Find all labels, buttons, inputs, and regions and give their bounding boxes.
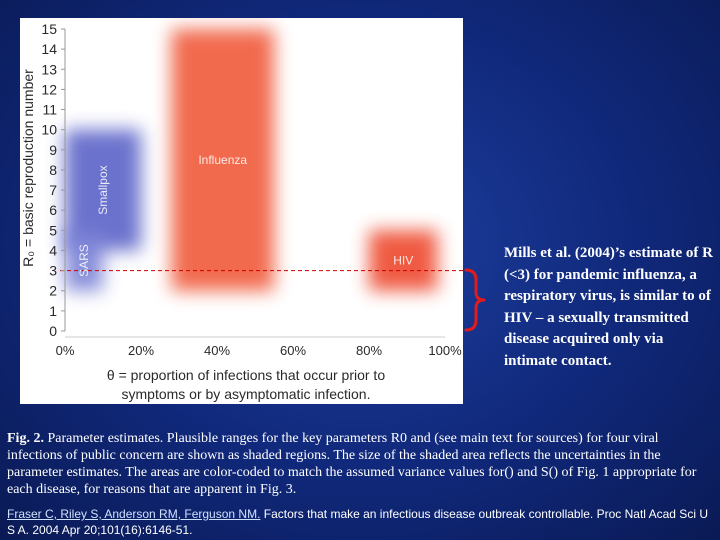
y-tick-label: 7 xyxy=(49,182,57,198)
chart-panel: 0 1 2 3 4 5 6 7 8 9 10 11 12 13 14 15 0% 20% 40% 60% 80% 100%… xyxy=(20,18,463,404)
x-tick-label: 60% xyxy=(280,343,306,358)
figure-caption: Fig. 2. Parameter estimates. Plausible r… xyxy=(7,430,715,498)
x-tick-label: 20% xyxy=(128,343,154,358)
y-tick-label: 11 xyxy=(42,102,57,118)
citation-text: Factors that make an infectious disease … xyxy=(7,507,708,537)
region-hiv xyxy=(369,230,438,291)
region-label-smallpox: Smallpox xyxy=(96,165,110,214)
x-axis-label-line1: θ = proportion of infections that occur … xyxy=(107,367,385,383)
y-tick-label: 1 xyxy=(49,303,57,319)
region-influenza xyxy=(171,29,274,291)
y-tick-label: 5 xyxy=(49,222,57,238)
region-label-influenza: Influenza xyxy=(198,153,247,167)
region-labels-layer: Smallpox SARS Influenza HIV xyxy=(77,153,413,277)
x-axis-label-line2: symptoms or by asymptomatic infection. xyxy=(122,386,371,402)
x-tick-label: 0% xyxy=(56,343,75,358)
y-tick-label: 14 xyxy=(41,41,57,57)
region-label-hiv: HIV xyxy=(393,254,413,268)
caption-fig-label: Fig. 2. xyxy=(7,431,44,446)
x-tick-label: 100% xyxy=(428,343,462,358)
y-tick-label: 15 xyxy=(41,21,57,37)
x-tick-label: 80% xyxy=(356,343,382,358)
region-sars xyxy=(65,230,103,291)
y-tick-label: 3 xyxy=(49,263,57,279)
brace-icon xyxy=(464,268,486,332)
y-tick-label: 6 xyxy=(49,202,57,218)
y-tick-label: 4 xyxy=(49,242,57,258)
y-tick-label: 9 xyxy=(49,142,57,158)
x-tick-label: 40% xyxy=(204,343,230,358)
region-label-sars: SARS xyxy=(77,244,91,277)
y-tick-label: 2 xyxy=(49,283,57,299)
y-tick-label: 10 xyxy=(41,122,57,138)
y-axis-label: R₀ = basic reproduction number xyxy=(20,69,36,267)
citation-authors-link[interactable]: Fraser C, Riley S, Anderson RM, Ferguson… xyxy=(7,507,261,521)
y-tick-label: 8 xyxy=(49,162,57,178)
y-tick-label: 12 xyxy=(41,81,57,97)
axes-layer xyxy=(60,29,463,338)
caption-text: Parameter estimates. Plausible ranges fo… xyxy=(7,431,697,497)
regions-layer xyxy=(65,29,438,291)
y-tick-label: 13 xyxy=(41,61,57,77)
y-tick-label: 0 xyxy=(49,323,57,339)
citation: Fraser C, Riley S, Anderson RM, Ferguson… xyxy=(7,506,715,538)
side-note: Mills et al. (2004)’s estimate of R (<3)… xyxy=(504,245,713,369)
